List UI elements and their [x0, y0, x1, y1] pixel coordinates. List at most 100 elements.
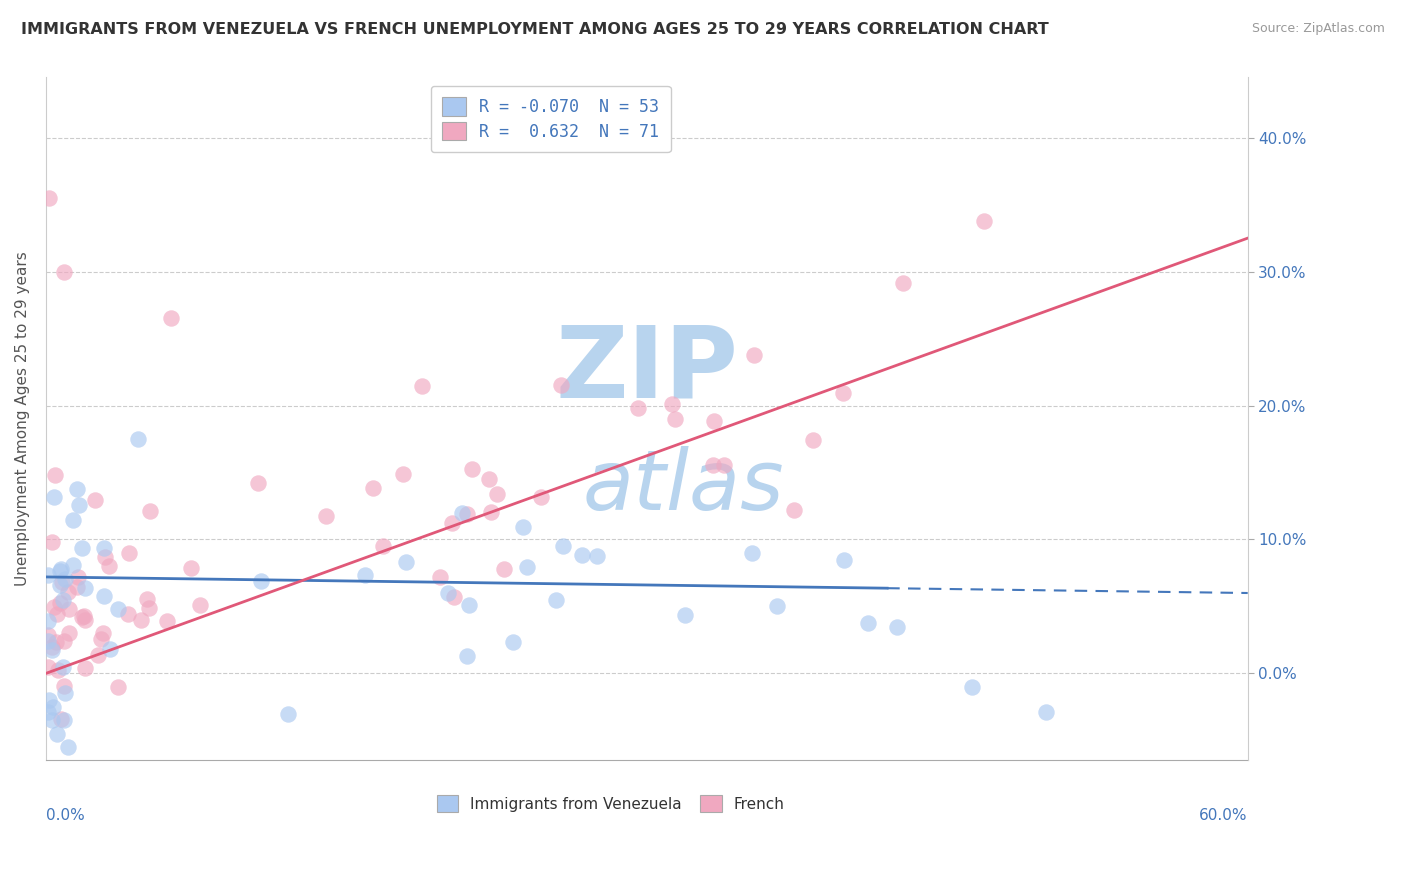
Point: [67, 498, 90, 512]
Point: [87, 648, 110, 662]
Point: [58, 626, 80, 640]
Point: [98, 558, 121, 573]
Point: [544, 592, 567, 607]
Point: [160, 311, 183, 326]
Point: [52, 633, 75, 648]
Point: [512, 520, 534, 534]
Text: ZIP: ZIP: [555, 322, 738, 419]
Point: [373, 540, 395, 554]
Point: [49, 577, 72, 591]
Point: [49, 596, 72, 610]
Point: [411, 379, 433, 393]
Point: [502, 635, 524, 649]
Point: [156, 614, 179, 628]
Point: [73, 613, 96, 627]
Point: [70, 610, 93, 624]
Point: [41, 713, 63, 727]
Point: [37, 634, 59, 648]
Text: Source: ZipAtlas.com: Source: ZipAtlas.com: [1251, 22, 1385, 36]
Point: [49, 562, 72, 576]
Point: [315, 508, 337, 523]
Point: [52, 660, 75, 674]
Point: [49, 565, 72, 579]
Point: [38, 693, 60, 707]
Point: [52, 593, 75, 607]
Point: [41, 535, 63, 549]
Point: [53, 265, 76, 279]
Text: atlas: atlas: [582, 446, 783, 527]
Point: [129, 613, 152, 627]
Point: [56, 739, 79, 754]
Point: [803, 434, 825, 448]
Point: [37, 614, 59, 628]
Point: [75, 581, 97, 595]
Point: [51, 575, 73, 590]
Point: [53, 679, 76, 693]
Point: [673, 608, 696, 623]
Point: [41, 640, 63, 654]
Point: [457, 598, 479, 612]
Point: [783, 503, 806, 517]
Point: [127, 432, 149, 446]
Point: [962, 680, 984, 694]
Point: [117, 607, 139, 622]
Point: [46, 726, 69, 740]
Point: [52, 713, 75, 727]
Point: [180, 561, 202, 575]
Point: [1035, 705, 1057, 719]
Point: [46, 664, 69, 678]
Point: [93, 550, 115, 565]
Point: [394, 555, 416, 569]
Y-axis label: Unemployment Among Ages 25 to 29 years: Unemployment Among Ages 25 to 29 years: [15, 252, 30, 586]
Point: [478, 472, 501, 486]
Point: [277, 706, 299, 721]
Text: 0.0%: 0.0%: [46, 808, 84, 823]
Point: [450, 506, 472, 520]
Point: [139, 504, 162, 518]
Point: [73, 608, 96, 623]
Point: [247, 476, 270, 491]
Point: [702, 458, 724, 473]
Point: [53, 572, 76, 586]
Point: [627, 401, 650, 415]
Point: [118, 546, 141, 560]
Point: [98, 641, 121, 656]
Point: [551, 539, 574, 553]
Point: [443, 590, 465, 604]
Point: [461, 462, 484, 476]
Point: [37, 628, 59, 642]
Point: [742, 348, 765, 362]
Point: [440, 516, 463, 531]
Point: [66, 580, 89, 594]
Point: [83, 493, 105, 508]
Point: [856, 615, 879, 630]
Point: [429, 569, 451, 583]
Point: [766, 599, 789, 614]
Point: [93, 589, 115, 603]
Point: [53, 686, 76, 700]
Point: [37, 568, 59, 582]
Point: [107, 602, 129, 616]
Point: [72, 541, 94, 555]
Legend: Immigrants from Venezuela, French: Immigrants from Venezuela, French: [427, 786, 794, 821]
Point: [107, 680, 129, 694]
Point: [832, 553, 855, 567]
Point: [67, 569, 90, 583]
Point: [392, 467, 415, 481]
Point: [550, 377, 572, 392]
Point: [456, 507, 478, 521]
Point: [436, 586, 458, 600]
Point: [530, 491, 553, 505]
Point: [37, 705, 59, 719]
Point: [93, 541, 115, 556]
Point: [62, 558, 84, 572]
Point: [45, 635, 67, 649]
Point: [44, 467, 66, 482]
Text: 60.0%: 60.0%: [1199, 808, 1247, 823]
Point: [353, 567, 375, 582]
Point: [664, 412, 686, 426]
Point: [188, 598, 211, 612]
Point: [66, 482, 89, 496]
Point: [891, 277, 914, 291]
Point: [62, 513, 84, 527]
